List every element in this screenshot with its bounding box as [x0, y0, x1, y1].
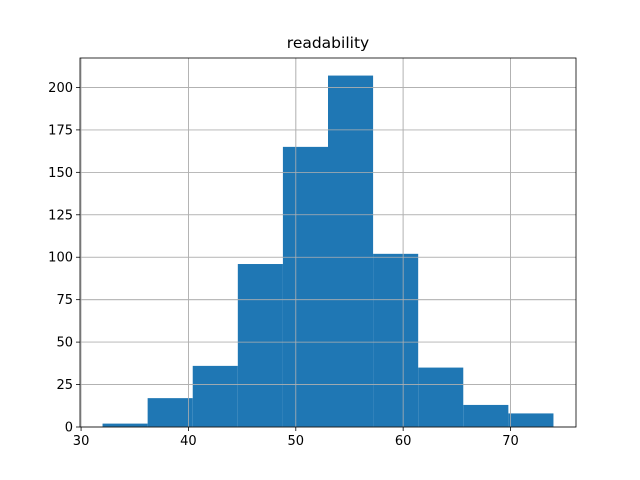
bar: [102, 423, 148, 427]
y-tick-label: 200: [48, 81, 73, 96]
x-tick-label: 40: [180, 434, 197, 449]
plot-frame: [79, 57, 577, 428]
y-tick-label: 0: [65, 421, 73, 436]
bar: [192, 365, 238, 427]
y-tick-label: 100: [48, 251, 73, 266]
y-tick-label: 150: [48, 166, 73, 181]
y-tick-label: 125: [48, 208, 73, 223]
x-tick-label: 60: [395, 434, 412, 449]
bar: [463, 404, 509, 427]
y-tick-label: 50: [56, 336, 73, 351]
bar: [282, 146, 328, 427]
bar: [328, 75, 374, 428]
x-tick-label: 30: [73, 434, 90, 449]
y-tick-label: 175: [48, 123, 73, 138]
x-tick-label: 50: [288, 434, 305, 449]
bar: [508, 413, 554, 427]
bar: [147, 398, 193, 427]
x-tick-label: 70: [502, 434, 519, 449]
bar: [237, 264, 283, 427]
y-tick-label: 25: [56, 378, 73, 393]
bar: [373, 253, 419, 427]
y-tick-label: 75: [56, 293, 73, 308]
bar: [418, 367, 464, 427]
chart-title: readability: [287, 34, 369, 52]
